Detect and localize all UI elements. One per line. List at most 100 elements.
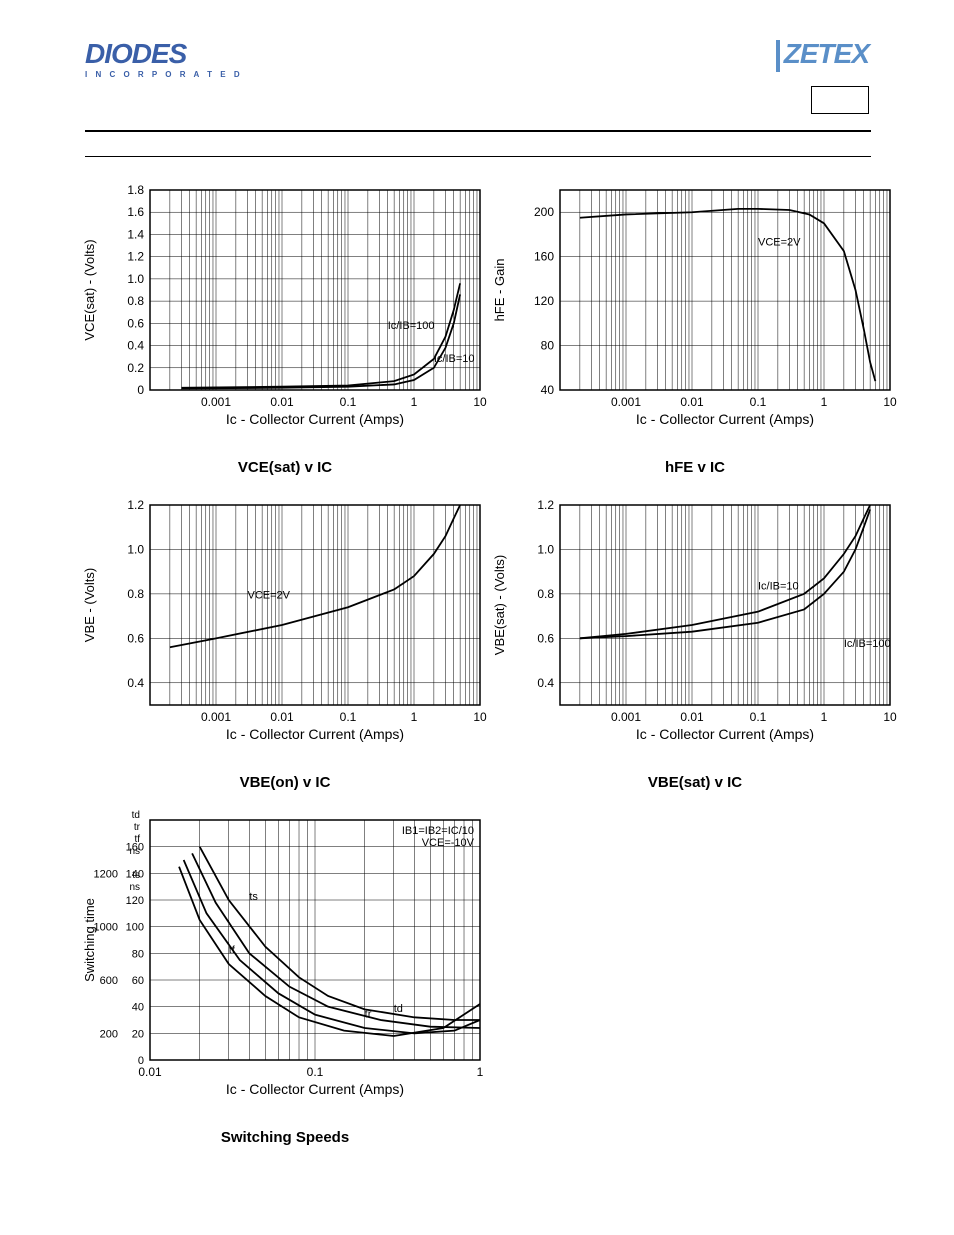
svg-text:1.6: 1.6 <box>127 205 144 219</box>
svg-text:0.001: 0.001 <box>611 710 641 724</box>
svg-text:1.0: 1.0 <box>127 542 144 556</box>
svg-text:0.001: 0.001 <box>201 710 231 724</box>
chart-vce_sat: 00.20.40.60.81.01.21.41.61.80.0010.010.1… <box>80 180 490 476</box>
svg-text:0.01: 0.01 <box>270 710 294 724</box>
svg-text:0.6: 0.6 <box>127 631 144 645</box>
chart-svg: 0.4 0.6 0.8 1.0 1.2 0.001 0.01 0.1 1 10 VCE=2V VBE … <box>80 495 490 765</box>
chart-hfe: 40 80 120 160 200 0.001 0.01 0.1 1 10 VCE=2V hFE - … <box>490 180 900 476</box>
svg-text:1.0: 1.0 <box>127 272 144 286</box>
svg-text:ts: ts <box>132 870 140 881</box>
svg-text:0.4: 0.4 <box>127 339 144 353</box>
svg-text:1: 1 <box>821 710 828 724</box>
svg-text:200: 200 <box>100 1028 118 1040</box>
logo-zetex: ZETEX <box>776 38 869 72</box>
svg-text:10: 10 <box>473 395 487 409</box>
chart-title: VBE(sat) v IC <box>490 774 900 791</box>
svg-text:0.01: 0.01 <box>680 395 704 409</box>
svg-text:80: 80 <box>132 948 144 960</box>
svg-text:120: 120 <box>126 895 144 907</box>
svg-text:0.6: 0.6 <box>537 631 554 645</box>
svg-text:0.001: 0.001 <box>201 395 231 409</box>
svg-text:1.2: 1.2 <box>127 498 144 512</box>
svg-text:Ic/IB=100: Ic/IB=100 <box>388 320 435 332</box>
svg-text:Ic - Collector Current (Amps): Ic - Collector Current (Amps) <box>226 726 404 742</box>
svg-text:1: 1 <box>411 710 418 724</box>
svg-text:80: 80 <box>541 339 555 353</box>
svg-text:0.2: 0.2 <box>127 361 144 375</box>
svg-text:1.0: 1.0 <box>537 542 554 556</box>
svg-text:160: 160 <box>534 250 554 264</box>
svg-text:IB1=IB2=IC/10: IB1=IB2=IC/10 <box>402 825 474 837</box>
chart-svg: 00.20.40.60.81.01.21.41.61.80.0010.010.1… <box>80 180 490 450</box>
svg-text:VBE(sat) - (Volts): VBE(sat) - (Volts) <box>492 555 507 655</box>
svg-text:Ic - Collector Current (Amps): Ic - Collector Current (Amps) <box>226 411 404 427</box>
svg-text:ns: ns <box>129 846 140 857</box>
svg-text:1.8: 1.8 <box>127 183 144 197</box>
svg-text:tr: tr <box>365 1008 372 1020</box>
svg-text:0.1: 0.1 <box>750 710 767 724</box>
svg-text:0.1: 0.1 <box>340 710 357 724</box>
brand-left-text: DIODES <box>85 38 186 69</box>
svg-text:0.8: 0.8 <box>537 587 554 601</box>
svg-text:0.8: 0.8 <box>127 587 144 601</box>
svg-text:0.01: 0.01 <box>270 395 294 409</box>
chart-svg: 0.4 0.6 0.8 1.0 1.2 0.001 0.01 0.1 1 10 Ic/IB=10 Ic… <box>490 495 900 765</box>
brand-right-text: ZETEX <box>784 38 869 69</box>
svg-text:20: 20 <box>132 1028 144 1040</box>
svg-text:Ic/IB=10: Ic/IB=10 <box>758 580 799 592</box>
svg-text:tr: tr <box>134 822 141 833</box>
chart-title: hFE v IC <box>490 459 900 476</box>
svg-text:Ic - Collector Current (Amps): Ic - Collector Current (Amps) <box>636 726 814 742</box>
svg-text:VBE - (Volts): VBE - (Volts) <box>82 568 97 642</box>
svg-text:1.4: 1.4 <box>127 227 144 241</box>
chart-svg: 020200406060080100100012014012001600.010… <box>80 810 490 1120</box>
svg-text:1.2: 1.2 <box>537 498 554 512</box>
svg-text:VCE=-10V: VCE=-10V <box>422 837 475 849</box>
svg-text:0.1: 0.1 <box>750 395 767 409</box>
svg-text:0.001: 0.001 <box>611 395 641 409</box>
svg-text:1: 1 <box>477 1065 484 1079</box>
chart-title: VBE(on) v IC <box>80 774 490 791</box>
brand-left-sub: I N C O R P O R A T E D <box>85 70 243 79</box>
svg-text:0.4: 0.4 <box>537 676 554 690</box>
svg-text:0.01: 0.01 <box>138 1065 162 1079</box>
svg-text:100: 100 <box>126 922 144 934</box>
svg-text:10: 10 <box>883 395 897 409</box>
chart-vbe_on: 0.4 0.6 0.8 1.0 1.2 0.001 0.01 0.1 1 10 VCE=2V VBE … <box>80 495 490 791</box>
svg-text:VCE=2V: VCE=2V <box>247 589 290 601</box>
svg-text:60: 60 <box>132 975 144 987</box>
chart-switching: 020200406060080100100012014012001600.010… <box>80 810 490 1146</box>
svg-text:1: 1 <box>821 395 828 409</box>
svg-text:ns: ns <box>129 882 140 893</box>
svg-text:0.8: 0.8 <box>127 294 144 308</box>
svg-text:0.6: 0.6 <box>127 316 144 330</box>
svg-text:200: 200 <box>534 205 554 219</box>
svg-text:1: 1 <box>411 395 418 409</box>
svg-text:40: 40 <box>541 383 555 397</box>
svg-text:td: td <box>394 1003 403 1015</box>
svg-text:10: 10 <box>473 710 487 724</box>
svg-text:VCE=2V: VCE=2V <box>758 237 801 249</box>
svg-text:0.1: 0.1 <box>340 395 357 409</box>
svg-text:0.01: 0.01 <box>680 710 704 724</box>
page: DIODES I N C O R P O R A T E D ZETEX 0 0.… <box>0 0 954 1235</box>
svg-text:Switching time: Switching time <box>82 898 97 982</box>
chart-title: Switching Speeds <box>80 1129 490 1146</box>
chart-svg: 40 80 120 160 200 0.001 0.01 0.1 1 10 VCE=2V hFE - … <box>490 180 900 450</box>
svg-text:VCE(sat) - (Volts): VCE(sat) - (Volts) <box>82 239 97 340</box>
svg-text:0: 0 <box>137 383 144 397</box>
svg-text:tf: tf <box>134 834 140 845</box>
svg-text:600: 600 <box>100 975 118 987</box>
svg-text:0.4: 0.4 <box>127 676 144 690</box>
chart-vbe_sat: 0.4 0.6 0.8 1.0 1.2 0.001 0.01 0.1 1 10 Ic/IB=10 Ic… <box>490 495 900 791</box>
svg-text:ts: ts <box>249 891 258 903</box>
svg-text:10: 10 <box>883 710 897 724</box>
svg-text:120: 120 <box>534 294 554 308</box>
svg-text:hFE - Gain: hFE - Gain <box>492 259 507 322</box>
part-number-box <box>811 86 869 114</box>
svg-text:1200: 1200 <box>94 868 118 880</box>
svg-text:Ic/IB=10: Ic/IB=10 <box>434 353 475 365</box>
svg-text:Ic - Collector Current (Amps): Ic - Collector Current (Amps) <box>636 411 814 427</box>
svg-text:1000: 1000 <box>94 922 118 934</box>
svg-text:40: 40 <box>132 1002 144 1014</box>
